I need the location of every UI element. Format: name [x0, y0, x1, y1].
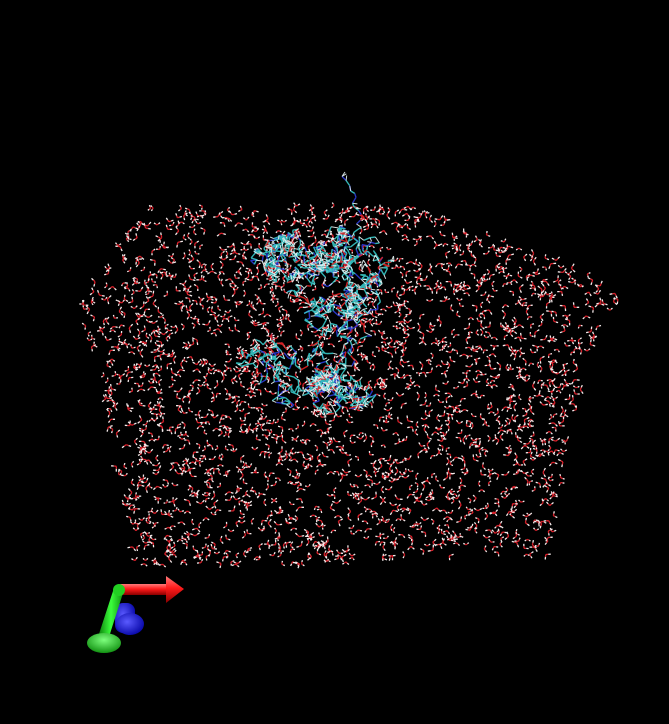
solute-hydrogen-bonds: [238, 171, 395, 417]
axes-indicator: [87, 576, 184, 653]
x-axis-arrow-icon: [118, 576, 184, 603]
water-hydrogen-bonds: [79, 202, 619, 569]
z-axis-arrow-icon: [115, 603, 144, 635]
solute-molecule: [235, 171, 395, 417]
water-box: [79, 202, 619, 569]
y-axis-arrow-icon: [87, 584, 125, 653]
